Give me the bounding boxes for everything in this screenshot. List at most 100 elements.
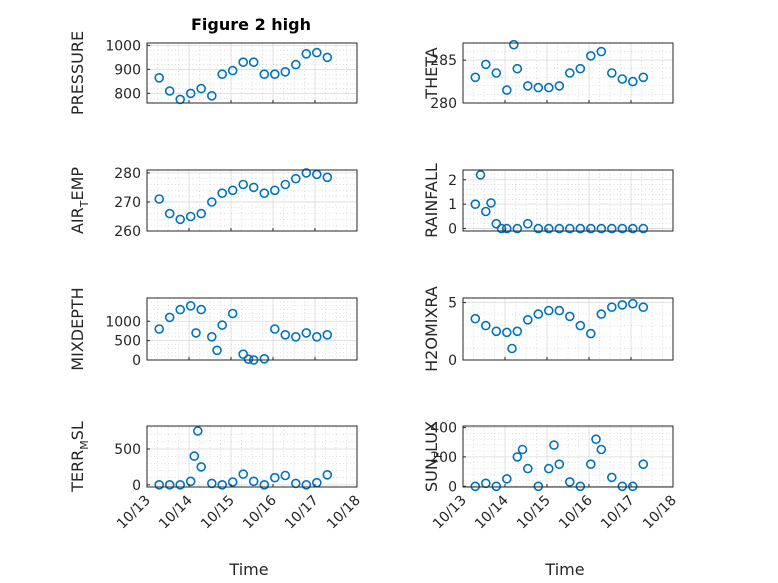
data-point bbox=[207, 91, 217, 101]
y-tick-label: 2 bbox=[448, 173, 457, 189]
data-point bbox=[217, 188, 227, 198]
data-point bbox=[301, 328, 312, 338]
data-point bbox=[491, 481, 502, 492]
data-point bbox=[617, 74, 628, 84]
y-axis-label-main: TERR bbox=[68, 450, 87, 493]
data-point bbox=[501, 223, 512, 234]
y-axis-label: RAINFALL bbox=[422, 163, 441, 238]
axes-frame bbox=[146, 425, 358, 488]
y-axis-label: SUNFLUX bbox=[422, 421, 445, 492]
x-tick-label: 10/17 bbox=[282, 493, 322, 533]
plot-area bbox=[463, 170, 673, 231]
y-tick-label: 280 bbox=[430, 96, 457, 112]
data-point bbox=[217, 69, 227, 79]
panel-terr: 0 500 TERRMSL 10/13 10/14 10/15 10/16 10/17 10/1… bbox=[68, 421, 364, 579]
data-point bbox=[154, 194, 164, 204]
axes-frame bbox=[146, 169, 358, 232]
y-tick-label: 0 bbox=[448, 479, 457, 495]
y-tick-label: 5 bbox=[448, 296, 457, 312]
figure-title: Figure 2 high bbox=[191, 15, 311, 34]
y-axis-label: MIXDEPTH bbox=[68, 287, 87, 370]
plot-area bbox=[147, 43, 357, 103]
y-axis-label-main: SUN bbox=[422, 458, 441, 492]
data-point bbox=[238, 57, 248, 68]
data-point bbox=[196, 83, 206, 94]
data-point bbox=[259, 479, 270, 490]
data-point bbox=[596, 309, 607, 319]
data-point bbox=[154, 73, 164, 83]
data-point bbox=[269, 472, 280, 483]
data-point bbox=[596, 223, 607, 234]
data-point bbox=[585, 51, 596, 61]
data-point bbox=[301, 168, 312, 178]
data-point bbox=[238, 469, 248, 479]
data-point bbox=[638, 223, 649, 234]
data-point bbox=[543, 305, 554, 316]
data-point bbox=[301, 479, 312, 490]
data-point bbox=[517, 444, 528, 455]
y-tick-label: 285 bbox=[430, 53, 457, 69]
y-tick-label: 900 bbox=[114, 62, 141, 78]
axes-frame bbox=[462, 169, 674, 232]
y-axis-label-subscript: M bbox=[78, 440, 91, 450]
data-point bbox=[564, 311, 575, 322]
data-point bbox=[191, 328, 201, 338]
data-point bbox=[322, 52, 333, 63]
data-point bbox=[269, 69, 280, 79]
data-point bbox=[207, 331, 217, 342]
data-point bbox=[290, 59, 301, 70]
y-tick-label: 0 bbox=[448, 222, 457, 238]
data-point bbox=[507, 343, 517, 354]
data-point bbox=[617, 300, 628, 310]
data-point bbox=[564, 68, 575, 78]
data-point bbox=[238, 179, 248, 190]
data-point bbox=[259, 188, 270, 198]
data-point bbox=[480, 320, 491, 331]
data-point bbox=[164, 208, 175, 219]
y-axis-label-main: AIR bbox=[68, 207, 87, 234]
panel-rainfall: 0 1 2 RAINFALL bbox=[422, 163, 674, 238]
x-tick-label: 10/14 bbox=[156, 492, 196, 532]
y-axis-label-main: H2OMIXRA bbox=[422, 286, 441, 372]
data-point bbox=[322, 172, 333, 183]
data-point bbox=[189, 451, 200, 461]
y-axis-label: PRESSURE bbox=[68, 31, 87, 115]
data-point bbox=[585, 223, 596, 234]
y-axis-label-main: PRESSURE bbox=[68, 31, 87, 115]
data-point bbox=[227, 65, 238, 76]
data-point bbox=[549, 440, 559, 450]
y-axis-label-tail: EMP bbox=[68, 167, 87, 201]
data-point bbox=[280, 470, 291, 481]
data-point bbox=[207, 197, 217, 207]
data-point bbox=[617, 223, 628, 234]
x-tick-label: 10/17 bbox=[598, 493, 638, 533]
y-axis-label-tail: LUX bbox=[422, 421, 441, 452]
data-point bbox=[627, 76, 638, 87]
data-point bbox=[533, 309, 544, 319]
x-tick-label: 10/14 bbox=[472, 492, 512, 532]
data-point bbox=[575, 481, 586, 492]
data-point bbox=[212, 345, 222, 356]
axes-frame bbox=[462, 297, 674, 361]
data-point bbox=[585, 328, 596, 339]
data-point bbox=[491, 326, 502, 337]
data-point bbox=[290, 331, 301, 342]
data-point bbox=[543, 223, 554, 234]
data-point bbox=[280, 179, 291, 190]
data-point bbox=[486, 198, 496, 208]
y-axis-label: H2OMIXRA bbox=[422, 286, 441, 372]
data-point bbox=[470, 481, 481, 492]
data-point bbox=[512, 326, 523, 337]
data-point bbox=[301, 48, 312, 59]
data-point bbox=[522, 81, 533, 91]
x-tick-label: 10/18 bbox=[640, 493, 680, 533]
x-tick-label: 10/13 bbox=[114, 493, 154, 533]
data-point bbox=[259, 69, 270, 79]
data-point bbox=[606, 302, 617, 313]
y-tick-label: 260 bbox=[114, 224, 141, 240]
y-tick-label: 270 bbox=[114, 195, 141, 211]
y-axis-label-tail: SL bbox=[68, 421, 87, 440]
data-point bbox=[508, 39, 519, 50]
data-point bbox=[491, 218, 502, 229]
data-point bbox=[522, 463, 533, 474]
